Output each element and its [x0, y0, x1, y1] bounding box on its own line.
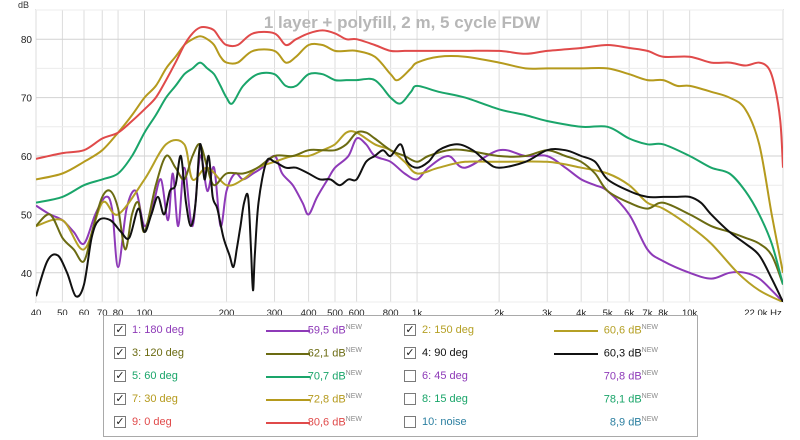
legend-item[interactable]: ✓ 7: 30 deg 72,8 dBNEW	[114, 391, 394, 409]
x-tick-label: 800	[383, 308, 399, 315]
x-tick-label: 2k	[494, 308, 504, 315]
legend-swatch	[266, 330, 310, 332]
y-tick-label: 80	[21, 35, 33, 46]
legend-new-tag: NEW	[345, 393, 362, 400]
legend-item[interactable]: ✓ 4: 90 deg 60,3 dBNEW	[404, 345, 684, 363]
legend-item[interactable]: 6: 45 deg 70,8 dBNEW	[404, 368, 684, 386]
y-tick-label: 60	[21, 152, 33, 163]
grid-lines	[35, 9, 784, 303]
legend-checkbox[interactable]: ✓	[114, 416, 126, 428]
legend-swatch	[266, 422, 310, 424]
legend-new-tag: NEW	[641, 416, 658, 423]
series-line-5	[36, 61, 783, 285]
x-tick-label: 10k	[682, 308, 698, 315]
legend-item[interactable]: 8: 15 deg 78,1 dBNEW	[404, 391, 684, 409]
legend-checkbox[interactable]: ✓	[404, 347, 416, 359]
legend-value: 60,6 dBNEW	[603, 324, 658, 337]
x-tick-label: 50	[57, 308, 68, 315]
legend-checkbox[interactable]: ✓	[114, 324, 126, 336]
chart-title: 1 layer + polyfill, 2 m, 5 cycle FDW	[264, 13, 541, 32]
legend-label: 10: noise	[422, 416, 467, 428]
legend-swatch	[266, 376, 310, 378]
x-tick-label: 300	[267, 308, 283, 315]
legend-item[interactable]: ✓ 5: 60 deg 70,7 dBNEW	[114, 368, 394, 386]
x-tick-label: 3k	[542, 308, 552, 315]
x-tick-label: 500	[327, 308, 343, 315]
legend-checkbox[interactable]: ✓	[404, 324, 416, 336]
legend-new-tag: NEW	[641, 370, 658, 377]
x-tick-label: 100	[137, 308, 153, 315]
series-line-2	[36, 130, 783, 302]
y-axis-unit: dB	[18, 0, 29, 10]
legend-label: 3: 120 deg	[132, 347, 184, 359]
legend-label: 4: 90 deg	[422, 347, 468, 359]
y-tick-label: 70	[21, 94, 33, 105]
legend-new-tag: NEW	[641, 347, 658, 354]
series-line-3	[36, 130, 783, 285]
legend-label: 2: 150 deg	[422, 324, 474, 336]
x-tick-label: 60	[79, 308, 90, 315]
legend-value: 8,9 dBNEW	[609, 416, 658, 429]
legend-checkbox[interactable]: ✓	[114, 347, 126, 359]
legend-value: 72,8 dBNEW	[307, 393, 362, 406]
x-tick-label: 40	[31, 308, 42, 315]
x-tick-label: 6k	[624, 308, 634, 315]
x-tick-label: 5k	[603, 308, 613, 315]
y-tick-label: 50	[21, 210, 33, 221]
legend-label: 8: 15 deg	[422, 393, 468, 405]
series-group	[36, 25, 783, 302]
x-tick-label: 600	[349, 308, 365, 315]
legend-value: 80,6 dBNEW	[307, 416, 362, 429]
series-line-1	[36, 137, 783, 302]
series-line-9	[36, 25, 783, 168]
legend-value: 78,1 dBNEW	[603, 393, 658, 406]
legend-value: 70,7 dBNEW	[307, 370, 362, 383]
x-tick-label: 4k	[576, 308, 586, 315]
x-tick-label: 400	[301, 308, 317, 315]
response-chart: 40 50 60 70 80 100 200 300 400 500 600 800 1k 2k 3k 4k 5…	[18, 0, 784, 315]
legend-new-tag: NEW	[641, 393, 658, 400]
x-tick-label: 8k	[658, 308, 668, 315]
legend-new-tag: NEW	[345, 416, 362, 423]
legend-value: 62,1 dBNEW	[307, 347, 362, 360]
legend-panel: ✓ 1: 180 deg 59,5 dBNEW ✓ 2: 150 deg 60,6 dBN…	[103, 315, 698, 437]
series-line-7	[36, 35, 783, 273]
legend-label: 7: 30 deg	[132, 393, 178, 405]
legend-new-tag: NEW	[345, 324, 362, 331]
legend-checkbox[interactable]	[404, 393, 416, 405]
legend-new-tag: NEW	[641, 324, 658, 331]
legend-new-tag: NEW	[345, 370, 362, 377]
legend-swatch	[266, 353, 310, 355]
legend-swatch	[266, 399, 310, 401]
x-tick-label: 7k	[642, 308, 652, 315]
legend-item[interactable]: 10: noise 8,9 dBNEW	[404, 414, 684, 432]
x-tick-label: 200	[219, 308, 235, 315]
legend-item[interactable]: ✓ 2: 150 deg 60,6 dBNEW	[404, 322, 684, 340]
legend-label: 6: 45 deg	[422, 370, 468, 382]
legend-swatch	[554, 330, 598, 332]
legend-label: 5: 60 deg	[132, 370, 178, 382]
legend-new-tag: NEW	[345, 347, 362, 354]
legend-value: 59,5 dBNEW	[307, 324, 362, 337]
legend-item[interactable]: ✓ 9: 0 deg 80,6 dBNEW	[114, 414, 394, 432]
legend-checkbox[interactable]	[404, 370, 416, 382]
legend-item[interactable]: ✓ 1: 180 deg 59,5 dBNEW	[114, 322, 394, 340]
legend-item[interactable]: ✓ 3: 120 deg 62,1 dBNEW	[114, 345, 394, 363]
legend-swatch	[554, 353, 598, 355]
series-line-4	[36, 143, 783, 302]
legend-checkbox[interactable]: ✓	[114, 393, 126, 405]
y-tick-label: 40	[21, 269, 33, 280]
x-tick-label: 70	[97, 308, 108, 315]
legend-checkbox[interactable]: ✓	[114, 370, 126, 382]
x-tick-labels: 40 50 60 70 80 100 200 300 400 500 600 800 1k 2k 3k 4k 5…	[31, 308, 782, 315]
y-tick-labels: 40 50 60 70 80	[21, 35, 33, 280]
legend-label: 1: 180 deg	[132, 324, 184, 336]
x-tick-label: 22,0k Hz	[744, 308, 782, 315]
legend-label: 9: 0 deg	[132, 416, 172, 428]
x-tick-label: 80	[113, 308, 124, 315]
legend-value: 60,3 dBNEW	[603, 347, 658, 360]
x-tick-label: 1k	[412, 308, 422, 315]
legend-checkbox[interactable]	[404, 416, 416, 428]
legend-value: 70,8 dBNEW	[603, 370, 658, 383]
